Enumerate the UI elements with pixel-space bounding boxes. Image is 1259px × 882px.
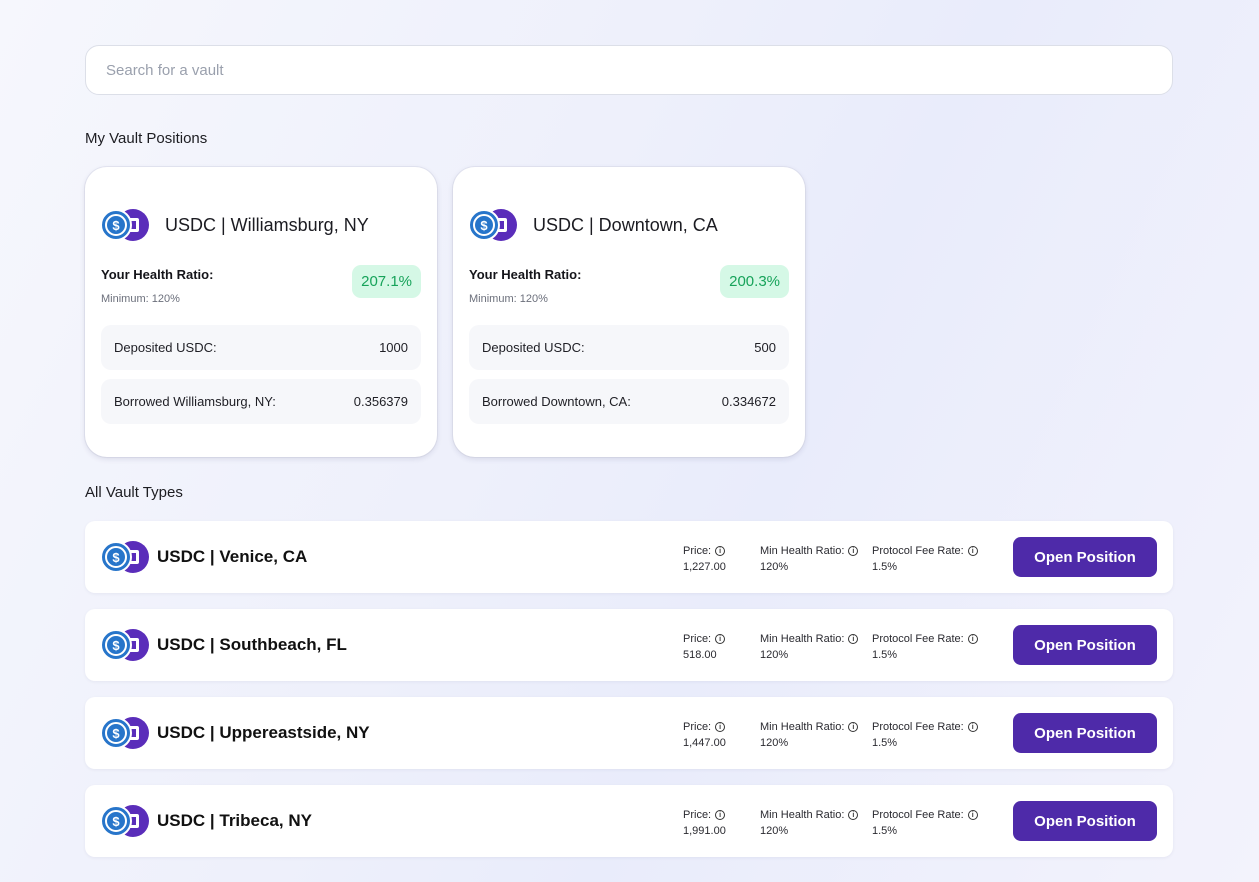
info-icon[interactable]: i <box>848 546 859 556</box>
open-position-button[interactable]: Open Position <box>1013 537 1157 577</box>
info-icon[interactable]: i <box>715 722 726 732</box>
usdc-coin-icon: $ <box>100 209 132 241</box>
token-pair-icon: $ <box>100 209 149 241</box>
price-value: 1,991.00 <box>683 825 726 837</box>
deposited-row: Deposited USDC: 500 <box>469 325 789 370</box>
token-pair-icon: $ <box>100 629 149 661</box>
token-pair-icon: $ <box>100 541 149 573</box>
info-icon[interactable]: i <box>848 634 859 644</box>
open-position-button[interactable]: Open Position <box>1013 625 1157 665</box>
min-health-value: 120% <box>760 561 789 573</box>
my-vault-positions-heading: My Vault Positions <box>85 130 208 147</box>
health-ratio-label: Your Health Ratio: <box>101 267 214 282</box>
price-metric: Price: i 1,991.00 <box>683 809 726 837</box>
position-name: USDC | Williamsburg, NY <box>165 214 369 235</box>
info-icon[interactable]: i <box>967 634 978 644</box>
deposited-row: Deposited USDC: 1000 <box>101 325 421 370</box>
usdc-coin-icon: $ <box>468 209 500 241</box>
min-health-value: 120% <box>760 737 789 749</box>
fee-metric: Protocol Fee Rate: i 1.5% <box>872 807 978 839</box>
deposited-value: 1000 <box>379 340 408 355</box>
health-ratio-label: Your Health Ratio: <box>469 267 582 282</box>
borrowed-row: Borrowed Williamsburg, NY: 0.356379 <box>101 379 421 424</box>
vault-row: $ USDC | Venice, CA Price: i 1,227.00 Min… <box>85 521 1173 593</box>
deposited-value: 500 <box>754 340 776 355</box>
borrowed-row: Borrowed Downtown, CA: 0.334672 <box>469 379 789 424</box>
vault-name: USDC | Tribeca, NY <box>157 811 312 830</box>
min-health-metric: Min Health Ratio: i 120% <box>760 631 859 663</box>
min-health-metric: Min Health Ratio: i 120% <box>760 543 859 575</box>
vault-position-card: $ USDC | Williamsburg, NY Your Health Ra… <box>85 167 437 457</box>
vault-name: USDC | Southbeach, FL <box>157 635 347 654</box>
min-health-metric: Min Health Ratio: i 120% <box>760 719 859 751</box>
health-ratio-minimum: Minimum: 120% <box>101 293 180 305</box>
info-icon[interactable]: i <box>967 810 978 820</box>
price-metric: Price: i 518.00 <box>683 631 726 663</box>
info-icon[interactable]: i <box>715 634 726 644</box>
fee-value: 1.5% <box>872 737 898 749</box>
vault-row: $ USDC | Tribeca, NY Price: i 1,991.00 Mi… <box>85 785 1173 857</box>
info-icon[interactable]: i <box>715 810 726 820</box>
open-position-button[interactable]: Open Position <box>1013 801 1157 841</box>
vault-name: USDC | Venice, CA <box>157 547 308 566</box>
info-icon[interactable]: i <box>715 546 726 556</box>
vault-row: $ USDC | Uppereastside, NY Price: i 1,447… <box>85 697 1173 769</box>
fee-value: 1.5% <box>872 649 898 661</box>
vault-row: $ USDC | Southbeach, FL Price: i 518.00 M… <box>85 609 1173 681</box>
fee-metric: Protocol Fee Rate: i 1.5% <box>872 543 978 575</box>
search-input[interactable] <box>106 46 1152 94</box>
fee-metric: Protocol Fee Rate: i 1.5% <box>872 719 978 751</box>
open-position-button[interactable]: Open Position <box>1013 713 1157 753</box>
min-health-value: 120% <box>760 825 789 837</box>
info-icon[interactable]: i <box>848 810 859 820</box>
fee-value: 1.5% <box>872 825 898 837</box>
usdc-coin-icon: $ <box>100 541 132 573</box>
min-health-value: 120% <box>760 649 789 661</box>
borrowed-value: 0.356379 <box>353 394 408 409</box>
token-pair-icon: $ <box>100 717 149 749</box>
token-pair-icon: $ <box>468 209 517 241</box>
usdc-coin-icon: $ <box>100 805 132 837</box>
borrowed-label: Borrowed Williamsburg, NY: <box>114 394 276 409</box>
price-value: 1,447.00 <box>683 737 726 749</box>
price-value: 1,227.00 <box>683 561 726 573</box>
price-metric: Price: i 1,227.00 <box>683 545 726 573</box>
info-icon[interactable]: i <box>967 722 978 732</box>
fee-value: 1.5% <box>872 561 898 573</box>
min-health-metric: Min Health Ratio: i 120% <box>760 807 859 839</box>
borrowed-label: Borrowed Downtown, CA: <box>482 394 631 409</box>
health-ratio-badge: 200.3% <box>720 265 789 298</box>
price-metric: Price: i 1,447.00 <box>683 721 726 749</box>
borrowed-value: 0.334672 <box>721 394 776 409</box>
info-icon[interactable]: i <box>967 546 978 556</box>
position-header: $ USDC | Williamsburg, NY <box>100 209 369 241</box>
token-pair-icon: $ <box>100 805 149 837</box>
all-vault-types-heading: All Vault Types <box>85 484 183 501</box>
usdc-coin-icon: $ <box>100 629 132 661</box>
vault-name: USDC | Uppereastside, NY <box>157 723 370 742</box>
fee-metric: Protocol Fee Rate: i 1.5% <box>872 631 978 663</box>
info-icon[interactable]: i <box>848 722 859 732</box>
price-value: 518.00 <box>683 649 717 661</box>
position-name: USDC | Downtown, CA <box>533 214 718 235</box>
health-ratio-badge: 207.1% <box>352 265 421 298</box>
health-ratio-minimum: Minimum: 120% <box>469 293 548 305</box>
position-header: $ USDC | Downtown, CA <box>468 209 718 241</box>
search-bar[interactable] <box>85 45 1173 95</box>
vault-position-card: $ USDC | Downtown, CA Your Health Ratio:… <box>453 167 805 457</box>
usdc-coin-icon: $ <box>100 717 132 749</box>
deposited-label: Deposited USDC: <box>482 340 585 355</box>
deposited-label: Deposited USDC: <box>114 340 217 355</box>
